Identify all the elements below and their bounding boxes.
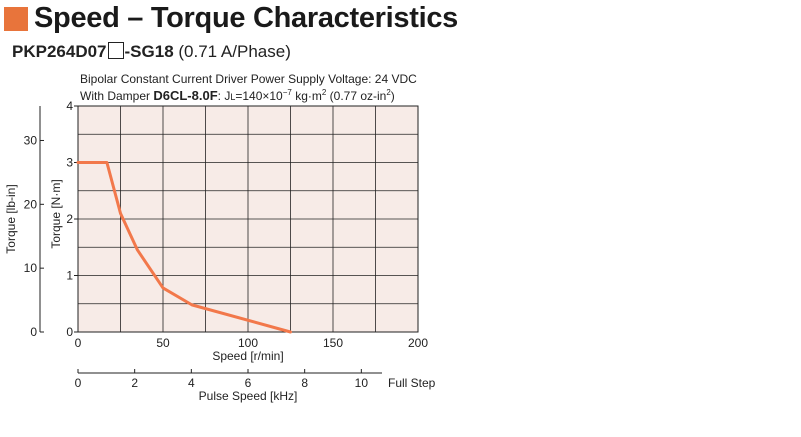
y2-axis-title: Torque [lb-in] xyxy=(4,184,18,253)
y-axis-title: Torque [N·m] xyxy=(49,179,63,248)
y2-tick-label: 30 xyxy=(24,133,38,147)
x-tick-label: 100 xyxy=(238,336,258,350)
y-tick-label: 1 xyxy=(66,269,73,283)
series-layer xyxy=(76,161,292,334)
y-tick-label: 4 xyxy=(66,99,73,113)
model-rating: (0.71 A/Phase) xyxy=(178,42,291,61)
model-part1: PKP264D07 xyxy=(12,42,107,61)
x2-end-label: Full Step xyxy=(388,376,436,390)
axes xyxy=(39,105,382,374)
x-tick-label: 50 xyxy=(156,336,170,350)
x-tick-label: 200 xyxy=(408,336,428,350)
x2-tick-label: 4 xyxy=(188,376,195,390)
inertia-exp: −7 xyxy=(282,88,292,97)
axis-labels: 0 1 2 3 4 0 10 20 30 0 50 100 150 200 Speed [r/min] 0 2 4… xyxy=(4,99,436,403)
y2-tick-label: 0 xyxy=(30,325,37,339)
x2-tick-label: 10 xyxy=(355,376,369,390)
x2-tick-label: 6 xyxy=(245,376,252,390)
damper-note: With Damper D6CL-8.0F: JL=140×10−7 kg·m2… xyxy=(80,88,395,103)
inertia-sub: L xyxy=(230,92,236,102)
torque-curve xyxy=(76,161,292,334)
driver-note: Bipolar Constant Current Driver Power Su… xyxy=(80,72,417,86)
inertia-value: =140×10 xyxy=(235,89,283,103)
model-part2: -SG18 xyxy=(124,42,174,61)
page-title: Speed – Torque Characteristics xyxy=(34,2,459,34)
model-line: PKP264D07 -SG18 (0.71 A/Phase) xyxy=(12,42,291,62)
inertia-oz-exp: 2 xyxy=(386,88,391,97)
title-block: Speed – Torque Characteristics xyxy=(4,2,458,35)
x-tick-label: 0 xyxy=(75,336,82,350)
x2-tick-label: 8 xyxy=(301,376,308,390)
y2-tick-label: 20 xyxy=(24,197,38,211)
x2-tick-label: 0 xyxy=(75,376,82,390)
inertia-oz: (0.77 oz-in xyxy=(326,89,387,103)
y2-tick-label: 10 xyxy=(24,261,38,275)
inertia-label: : J xyxy=(217,89,231,103)
inertia-close: ) xyxy=(390,89,395,103)
damper-prefix: With Damper xyxy=(80,89,154,103)
inertia-units: kg·m xyxy=(291,89,322,103)
inertia-units-exp: 2 xyxy=(321,88,327,97)
x2-axis-title: Pulse Speed [kHz] xyxy=(199,389,298,403)
model-placeholder-box xyxy=(107,42,124,59)
x-axis-title: Speed [r/min] xyxy=(212,349,283,363)
y-tick-label: 0 xyxy=(66,325,73,339)
y-tick-label: 2 xyxy=(66,212,73,226)
title-marker xyxy=(4,6,28,31)
y-tick-label: 3 xyxy=(66,156,73,170)
damper-model: D6CL-8.0F xyxy=(153,88,218,103)
x-tick-label: 150 xyxy=(323,336,343,350)
x2-tick-label: 2 xyxy=(131,376,138,390)
